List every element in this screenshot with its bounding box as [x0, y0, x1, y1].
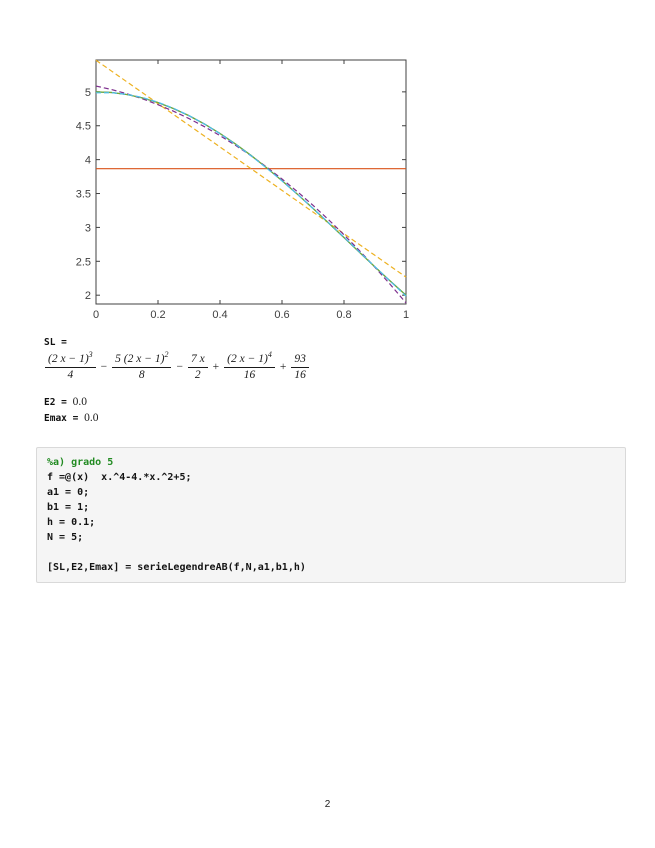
fraction-numerator: 93: [291, 353, 309, 368]
code-line: [SL,E2,Emax] = serieLegendreAB(f,N,a1,b1…: [47, 562, 306, 573]
x-tick-label: 0.4: [212, 309, 227, 321]
code-line: [47, 545, 615, 560]
y-tick-label: 4.5: [76, 121, 91, 133]
x-tick-label: 0.8: [336, 309, 351, 321]
fraction-denominator: 2: [194, 369, 201, 381]
sl-output-label: SL =: [44, 337, 73, 348]
code-line: N = 5;: [47, 532, 84, 543]
y-tick-label: 2: [85, 290, 91, 302]
y-tick-label: 2.5: [76, 256, 91, 268]
formula-operator: −: [100, 361, 108, 373]
matlab-figure: 0 0.2 0.4 0.6 0.8 1 2 2.5 3 3.5 4 4.5 5: [60, 50, 420, 342]
formula-fraction: 5 (2 x − 1)2 8: [112, 351, 172, 381]
x-tick-label: 1: [403, 309, 409, 321]
plot-svg: 0 0.2 0.4 0.6 0.8 1 2 2.5 3 3.5 4 4.5 5: [76, 59, 409, 321]
e2-output-value: 0.0: [72, 396, 87, 408]
e2-output-line: E2 = 0.0: [44, 396, 87, 408]
sl-output-line: SL =: [44, 337, 73, 348]
fraction-numerator: 5 (2 x − 1)2: [112, 351, 172, 368]
x-tick-label: 0.6: [274, 309, 289, 321]
e2-output-label: E2: [44, 397, 56, 408]
formula-fraction: 93 16: [291, 353, 309, 381]
y-tick-label: 4: [85, 155, 91, 167]
page-number: 2: [324, 799, 331, 810]
y-tick-label: 3.5: [76, 189, 91, 201]
x-tick-label: 0: [93, 309, 99, 321]
plot-box: [95, 59, 407, 305]
emax-output-value: 0.0: [84, 412, 99, 424]
code-line: f =@(x) x.^4-4.*x.^2+5;: [47, 472, 192, 483]
fraction-denominator: 16: [243, 369, 256, 381]
x-tick-label: 0.2: [150, 309, 165, 321]
y-tick-label: 5: [85, 87, 91, 99]
code-comment-line: %a) grado 5: [47, 457, 114, 468]
emax-equals: =: [66, 413, 85, 424]
code-line: h = 0.1;: [47, 517, 96, 528]
fraction-numerator: (2 x − 1)4: [224, 351, 275, 368]
sl-formula: (2 x − 1)3 4−5 (2 x − 1)2 8−7 x 2 + (2 x − 1)…: [44, 351, 310, 381]
emax-output-line: Emax = 0.0: [44, 412, 98, 424]
code-line: b1 = 1;: [47, 502, 90, 513]
fraction-denominator: 4: [67, 369, 74, 381]
matlab-code-block: %a) grado 5 f =@(x) x.^4-4.*x.^2+5; a1 = 0…: [36, 447, 626, 583]
emax-output-label: Emax: [44, 413, 67, 424]
series-legendre-deg-3: [95, 92, 407, 297]
code-line: a1 = 0;: [47, 487, 90, 498]
fraction-numerator: (2 x − 1)3: [45, 351, 96, 368]
series-legendre-deg-1: [95, 59, 407, 278]
formula-fraction: (2 x − 1)4 16: [224, 351, 275, 381]
formula-operator: +: [279, 361, 287, 373]
y-tick-label: 3: [85, 222, 91, 234]
fraction-numerator: 7 x: [187, 353, 208, 368]
formula-operator: +: [212, 361, 220, 373]
formula-operator: −: [176, 361, 183, 373]
e2-equals: =: [55, 397, 73, 408]
formula-fraction: (2 x − 1)3 4: [45, 351, 96, 381]
fraction-denominator: 16: [294, 369, 306, 381]
fraction-denominator: 8: [138, 369, 145, 381]
